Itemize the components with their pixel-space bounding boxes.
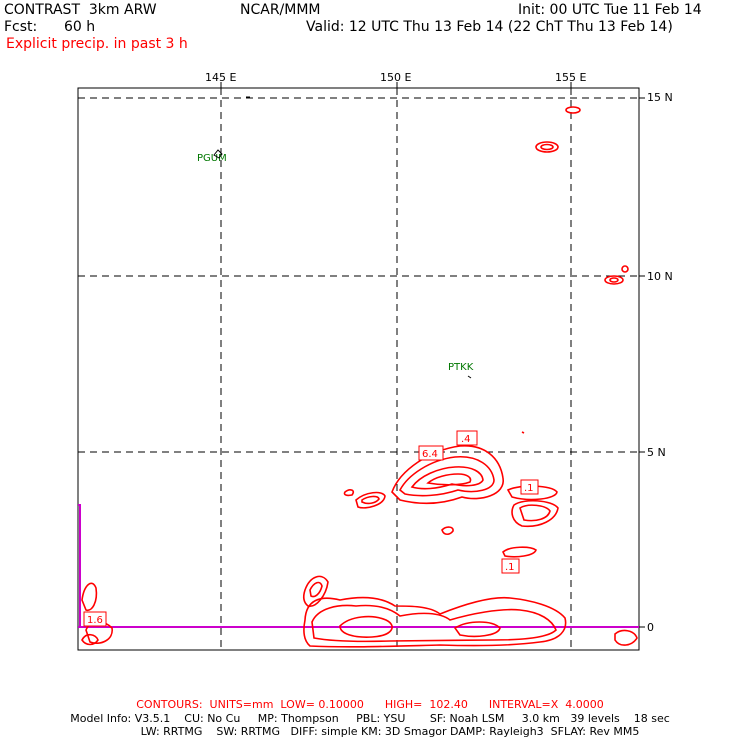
contour-cluster [410, 466, 484, 490]
valid-time: Valid: 12 UTC Thu 13 Feb 14 (22 ChT Thu … [306, 19, 673, 35]
contour-band [303, 596, 567, 648]
equator-line [78, 504, 639, 628]
lon-label-150: 150 E [380, 71, 412, 84]
contour-cell [302, 575, 329, 607]
precip-contours [81, 106, 638, 648]
contour-cell [519, 504, 551, 522]
lat-label-10: 10 N [647, 270, 673, 283]
contour-cell [441, 526, 454, 536]
contour-cell [343, 489, 355, 497]
tick-marks [220, 82, 645, 628]
contour-label: .4 [461, 434, 471, 445]
contour-info: CONTOURS: UNITS=mm LOW= 0.10000 HIGH= 10… [136, 698, 604, 711]
coastlines [213, 96, 472, 379]
contour-label: 1.6 [87, 615, 103, 626]
lat-label-15: 15 N [647, 91, 673, 104]
contour-band [339, 615, 393, 638]
contour-cell [621, 265, 629, 273]
station-pgum: PGUM [197, 153, 227, 164]
contour-cell [614, 629, 638, 646]
graticule [78, 88, 639, 650]
contour-cell [604, 275, 624, 285]
coastline-guam [213, 149, 223, 159]
contour-band [453, 621, 501, 638]
stations: PGUM PTKK [197, 153, 474, 373]
lon-label-155: 155 E [555, 71, 587, 84]
model-title: CONTRAST 3km ARW [4, 2, 157, 18]
contour-cell [81, 633, 99, 646]
contour-cell [355, 491, 386, 509]
lat-label-0: 0 [647, 621, 654, 634]
contour-cell [609, 277, 619, 283]
fcst-value: 60 h [64, 19, 96, 35]
contour-cell [81, 582, 98, 611]
lat-label-5: 5 N [647, 446, 666, 459]
contour-cluster [398, 456, 495, 497]
init-time: Init: 00 UTC Tue 11 Feb 14 [518, 2, 702, 18]
contour-cell [309, 581, 323, 598]
model-info-2: LW: RRTMG SW: RRTMG DIFF: simple KM: 3D … [140, 725, 640, 738]
model-info-1: Model Info: V3.5.1 CU: No Cu MP: Thompso… [70, 712, 670, 725]
contour-labels: 6.4 .4 .1 .1 1.6 [87, 434, 534, 626]
contour-label: .1 [524, 483, 534, 494]
contour-cell [511, 499, 559, 528]
contour-cell [540, 143, 554, 151]
coastline-chuuk [467, 375, 472, 379]
station-ptkk: PTKK [448, 362, 474, 373]
contour-band [311, 604, 557, 643]
contour-cell [502, 546, 537, 558]
field-title: Explicit precip. in past 3 h [6, 36, 188, 52]
contour-label-boxes [83, 430, 539, 627]
contour-cell [535, 141, 559, 153]
fcst-label: Fcst: [4, 19, 38, 35]
contour-cluster [426, 473, 472, 486]
contour-cell [565, 106, 581, 114]
contour-cell [361, 495, 380, 505]
contour-label: 6.4 [422, 449, 438, 460]
contour-cell [521, 431, 525, 434]
map-frame [77, 87, 640, 651]
lon-label-145: 145 E [205, 71, 237, 84]
org-title: NCAR/MMM [240, 2, 321, 18]
contour-label: .1 [505, 562, 515, 573]
